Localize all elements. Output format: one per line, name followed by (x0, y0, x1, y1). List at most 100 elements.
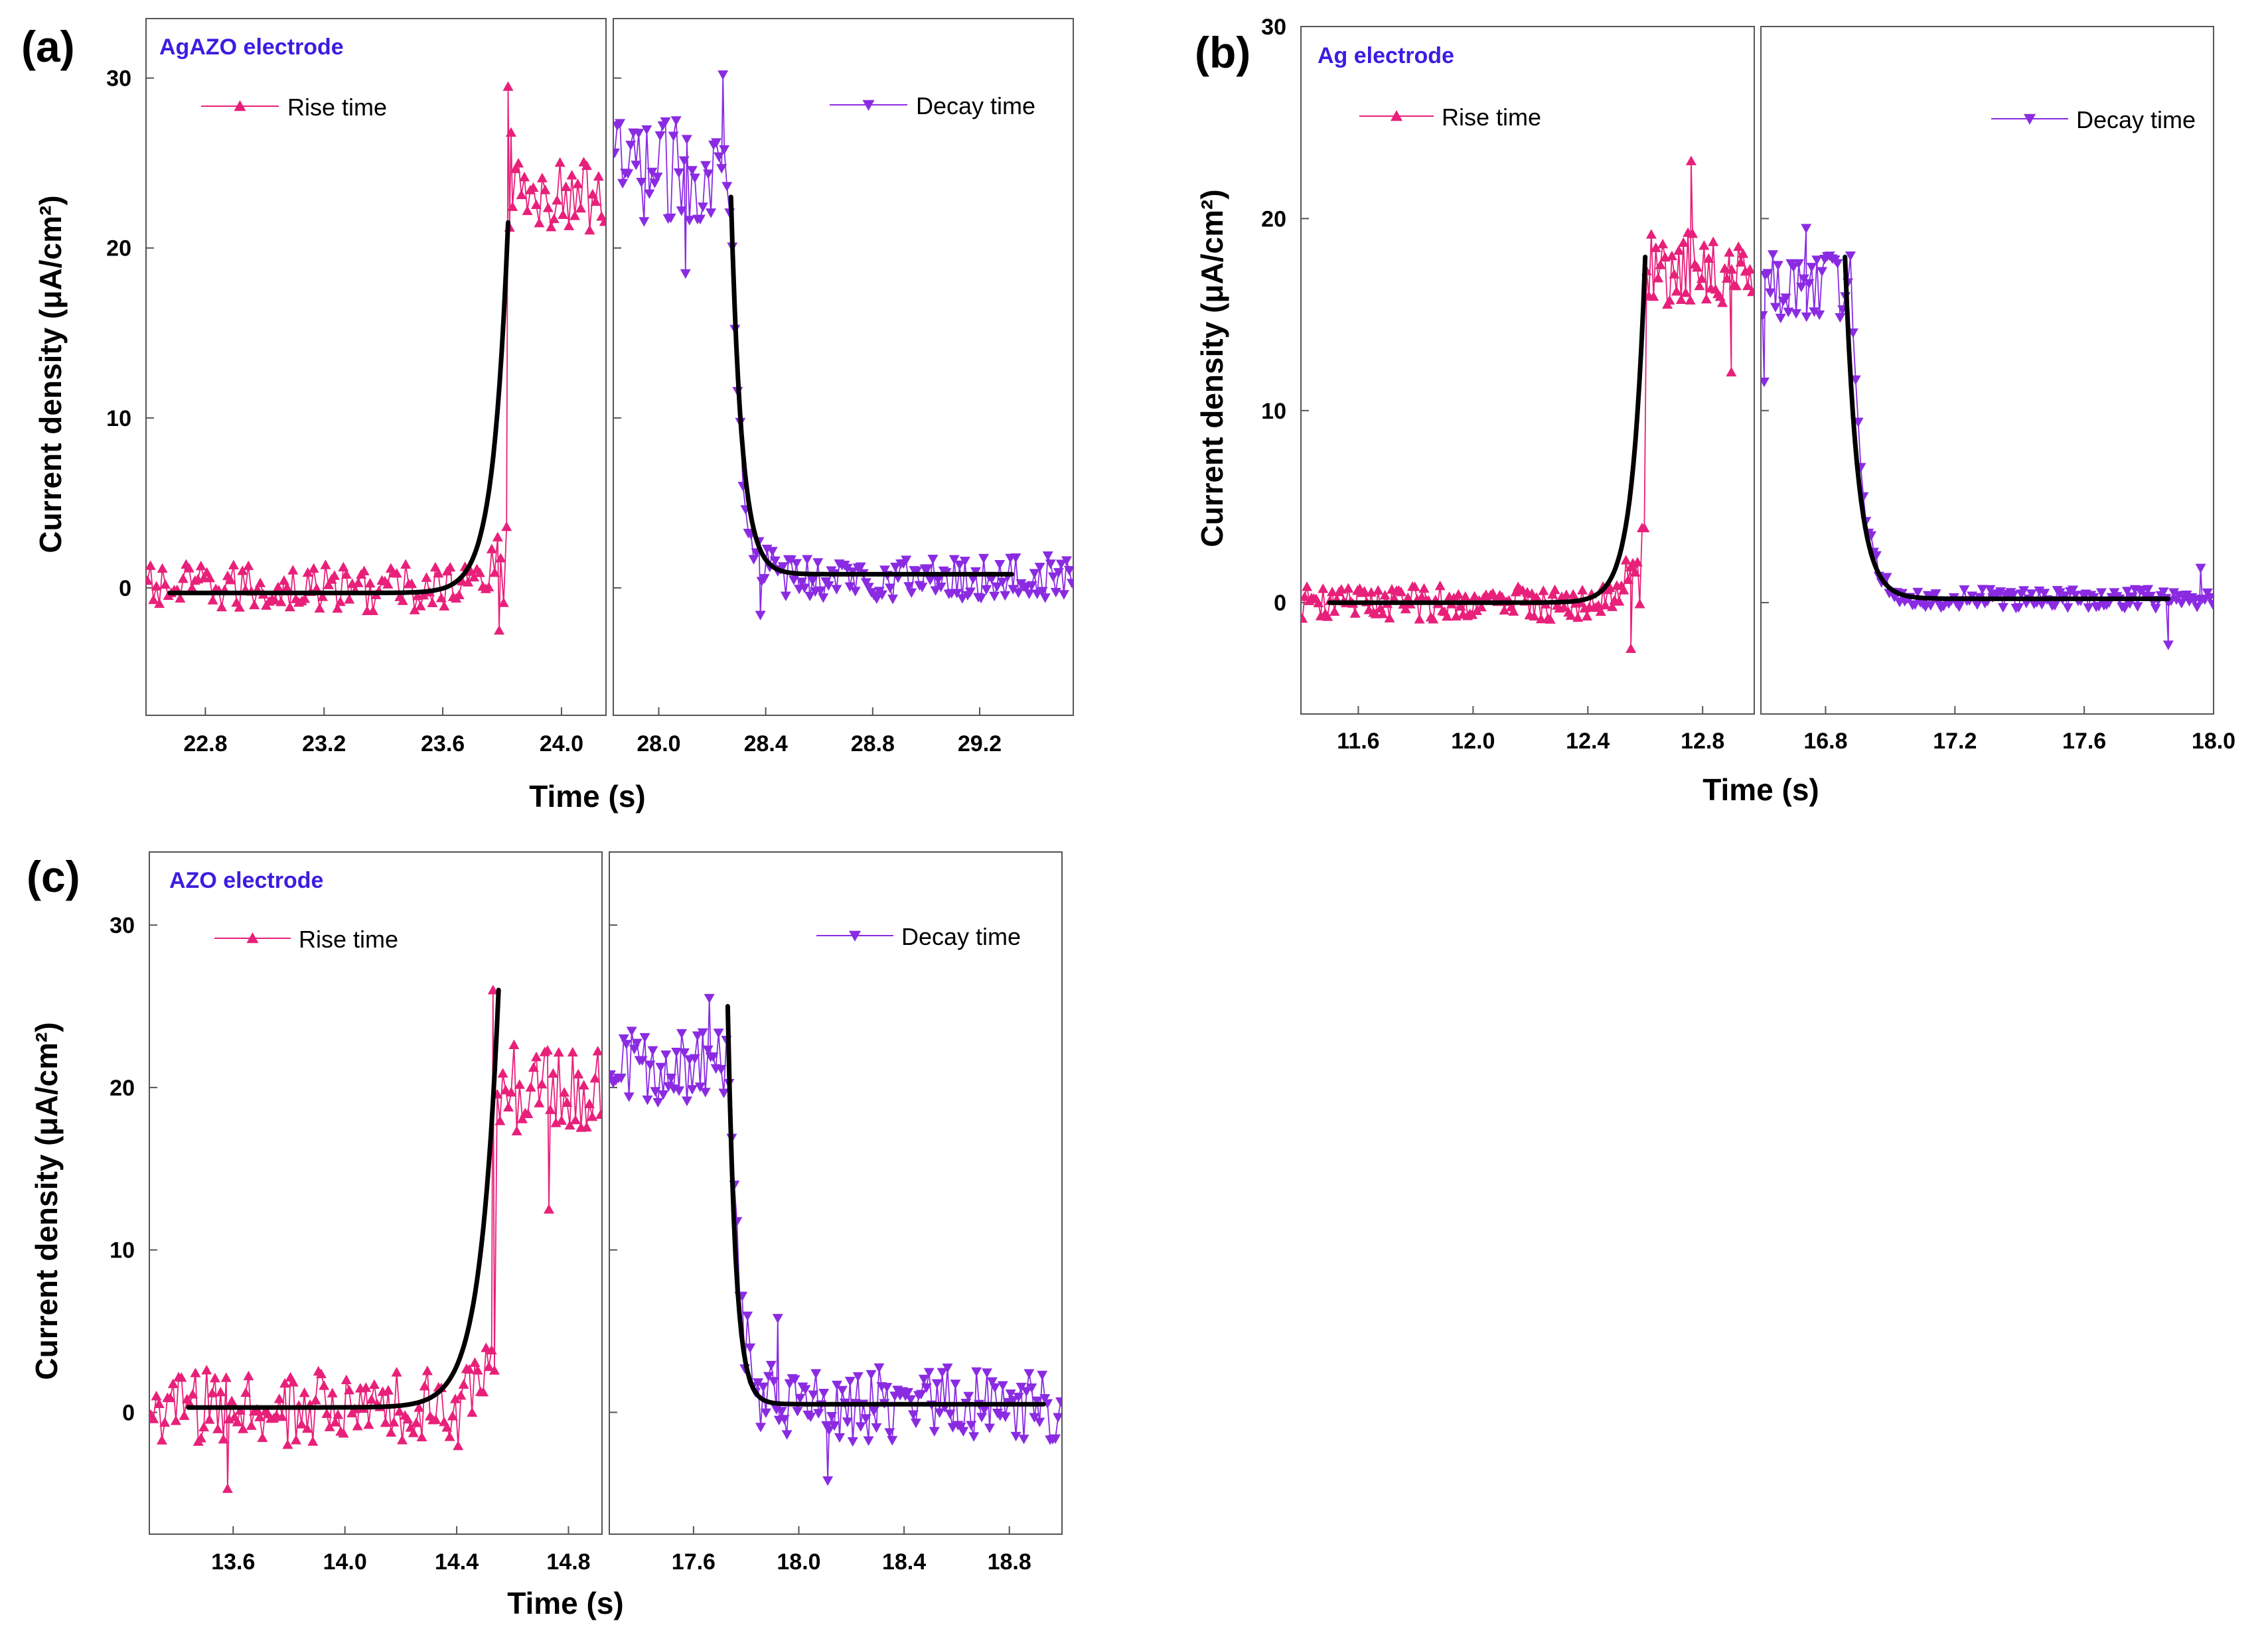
panel-c-rise-point (545, 1104, 556, 1114)
panel-a-rise-point (421, 572, 432, 582)
panel-b-rise-point (1726, 264, 1737, 274)
panel-c-decay-point (768, 1377, 779, 1387)
panel-b-decay-point (1811, 255, 1823, 265)
panel-c-decay-point (931, 1379, 943, 1389)
panel-b-legend-decay-marker (2024, 113, 2036, 125)
panel-b-legend-rise-label: Rise time (1442, 104, 1541, 131)
panel-a-decay-point (796, 577, 808, 587)
panel-c-decay-point (868, 1406, 879, 1417)
panel-c-rise-point (218, 1434, 229, 1444)
panel-c-decay-point (937, 1368, 948, 1378)
panel-c-decay-point (753, 1378, 764, 1388)
panel-b-y-tick-label: 10 (1261, 399, 1286, 424)
panel-c-decay-point (676, 1029, 688, 1039)
panel-c-decay-point (834, 1433, 845, 1443)
panel-c-rise-point (212, 1423, 224, 1433)
panel-c-decay-point (637, 1056, 648, 1066)
panel-b-decay-point (2168, 588, 2180, 598)
panel-c-decay-point (934, 1408, 945, 1418)
panel-b-right-frame (1760, 26, 2214, 715)
panel-a-rise-point (548, 213, 560, 224)
panel-c-rise-point (246, 1420, 257, 1430)
panel-c-decay-point (1034, 1417, 1045, 1427)
panel-a-rise-point (314, 603, 325, 613)
panel-a-rise-point (453, 589, 465, 600)
panel-a-decay-point (925, 575, 936, 585)
panel-c-decay-point (621, 1040, 632, 1050)
panel-b-rise-point (1565, 610, 1576, 620)
panel-c-rise-point (254, 1411, 265, 1421)
panel-c-decay-point (1000, 1412, 1011, 1422)
panel-c-rise-point (489, 1365, 500, 1375)
panel-b-decay-point (1835, 313, 1846, 323)
panel-a-decay-point (1000, 591, 1011, 601)
panel-a-decay-point (1066, 579, 1073, 589)
panel-c-rise-point (497, 1068, 508, 1078)
panel-c-decay-fit-curve (725, 1004, 1046, 1407)
panel-c-rise-point (257, 1432, 268, 1443)
panel-c-rise-point (187, 1389, 198, 1399)
panel-c-decay-point (989, 1383, 1000, 1393)
panel-c-decay-point (671, 1047, 682, 1058)
panel-a-decay-point (964, 587, 976, 597)
panel-c-rise-series (149, 985, 602, 1493)
panel-b-rise-point (1703, 253, 1714, 263)
panel-a-rise-point (540, 184, 551, 194)
panel-c-rise-point (291, 1435, 302, 1445)
panel-a-rise-fit-curve (167, 220, 510, 596)
panel-a-rise-point (445, 561, 456, 572)
panel-b-rise-point (1384, 612, 1395, 622)
panel-c-y-tick-label: 30 (110, 913, 135, 938)
panel-a-decay-point (644, 189, 655, 199)
panel-c-decay-point (1037, 1370, 1048, 1381)
panel-c-decay-point (631, 1038, 643, 1048)
panel-c-rise-point (464, 1364, 475, 1374)
panel-c-rise-point (156, 1435, 167, 1445)
panel-b-rise-point (1327, 586, 1338, 597)
panel-b-rise-point (1343, 583, 1354, 593)
panel-b-decay-point (1814, 310, 1825, 320)
panel-b-decay-point (1761, 377, 1770, 388)
panel-c-decay-point (1050, 1434, 1061, 1445)
panel-c-label: (c) (27, 852, 80, 901)
panel-a-decay-series (613, 70, 1073, 620)
panel-c-rise-point (589, 1072, 601, 1083)
panel-c-rise-point (396, 1435, 408, 1445)
panel-b-decay-point (1870, 551, 1882, 561)
panel-c-rise-point (522, 1108, 534, 1118)
panel-b-decay-point (2121, 587, 2133, 597)
panel-b-y-tick-label: 0 (1274, 591, 1286, 616)
panel-a-decay-point (917, 583, 928, 593)
panel-c-decay-point (704, 993, 715, 1004)
panel-c-decay-point (881, 1383, 893, 1393)
panel-c-rise-point (402, 1413, 414, 1424)
panel-c-decay-point (666, 1073, 677, 1084)
panel-c-decay-point (1026, 1383, 1037, 1393)
panel-a-decay-point (992, 582, 1003, 593)
panel-c-decay-point (652, 1098, 664, 1108)
panel-c-rise-point (506, 1087, 517, 1097)
panel-b-decay-point (2054, 588, 2066, 598)
panel-c-decay-point (847, 1437, 858, 1447)
panel-a-decay-point (673, 168, 684, 178)
panel-c-decay-point (813, 1409, 824, 1419)
panel-b-rise-point (1373, 585, 1384, 595)
panel-a-rise-point (469, 571, 480, 582)
panel-b-rise-point (1434, 580, 1446, 591)
panel-c-right-subplot: 17.6 18.0 18.4 18.8 (609, 851, 1063, 1575)
panel-c-decay-point (660, 1050, 672, 1060)
panel-a-rise-point (146, 560, 156, 570)
panel-a-decay-point (887, 595, 899, 605)
panel-b-decay-point (1845, 251, 1856, 261)
panel-b-decay-point (1772, 261, 1783, 271)
panel-b-rise-point (1717, 297, 1728, 307)
panel-b-rise-point (1719, 263, 1730, 273)
panel-b-decay-point (1977, 585, 1988, 595)
panel-a-decay-point (901, 555, 912, 565)
panel-b-rise-point (1370, 608, 1381, 618)
panel-b-rise-point (1568, 589, 1579, 599)
panel-a-decay-point (871, 594, 882, 605)
panel-c-rise-point (481, 1342, 492, 1352)
panel-c-rise-point (234, 1405, 246, 1415)
